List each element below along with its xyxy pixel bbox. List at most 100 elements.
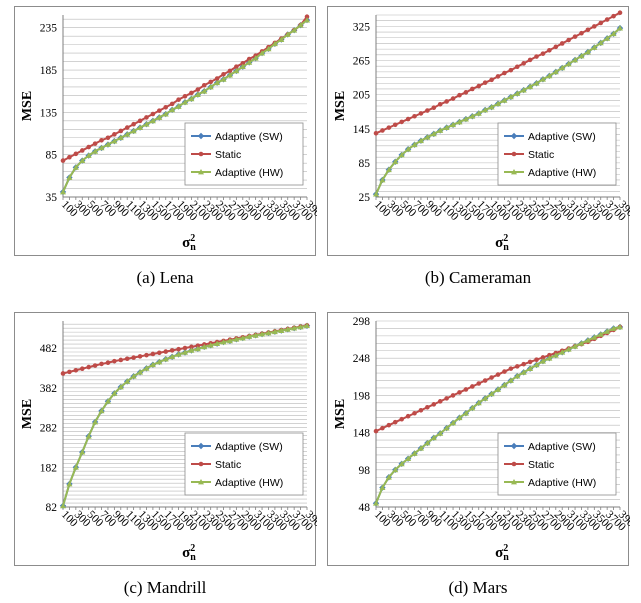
data-point — [418, 111, 424, 116]
data-point — [508, 366, 514, 371]
data-point — [163, 104, 169, 110]
data-point — [60, 371, 66, 376]
legend-label: Adaptive (HW) — [215, 167, 283, 179]
data-point — [527, 83, 534, 90]
data-point — [443, 425, 450, 431]
data-point — [214, 76, 220, 81]
data-point — [411, 450, 418, 456]
data-point — [425, 405, 430, 410]
data-point — [424, 440, 431, 446]
data-point — [162, 111, 169, 117]
data-point — [579, 30, 584, 36]
line-chart: 25 85 145 205 265 325 100300500700900110013001… — [333, 10, 630, 253]
data-point — [66, 480, 73, 487]
x-tick-labels: 1003005007009001100130015001700190021002… — [372, 197, 630, 224]
data-point — [431, 105, 437, 111]
data-point — [437, 101, 443, 107]
legend-label: Static — [528, 149, 554, 161]
data-point — [214, 79, 221, 86]
data-point — [450, 96, 456, 101]
data-point — [207, 83, 214, 90]
data-point — [169, 353, 176, 360]
data-point — [502, 369, 507, 374]
data-point — [495, 372, 501, 377]
data-point — [86, 364, 91, 370]
data-point — [488, 390, 495, 397]
data-point — [450, 419, 457, 426]
data-point — [124, 131, 131, 137]
data-point — [112, 132, 117, 137]
data-point — [118, 128, 124, 134]
data-point — [169, 101, 175, 107]
data-point — [501, 97, 508, 103]
data-point — [380, 128, 385, 133]
data-point — [233, 67, 240, 74]
data-point — [284, 326, 291, 332]
data-point — [489, 77, 494, 83]
legend-label: Adaptive (HW) — [528, 167, 596, 179]
legend-label: Static — [528, 459, 554, 471]
data-point — [520, 369, 527, 375]
data-point — [137, 124, 144, 130]
data-point — [201, 82, 207, 88]
data-point — [297, 323, 304, 330]
data-point — [552, 68, 559, 75]
x-axis-label: σ2 n — [495, 543, 509, 563]
data-point — [488, 104, 495, 110]
data-point — [143, 365, 150, 371]
legend-label: Adaptive (SW) — [215, 441, 283, 453]
x-tick-labels: 1003005007009001100130015001700190021002… — [372, 507, 630, 534]
data-point — [137, 118, 143, 124]
data-point — [507, 93, 514, 100]
data-point — [572, 343, 579, 349]
data-point — [60, 502, 66, 509]
data-point — [527, 359, 533, 365]
data-point — [559, 41, 565, 46]
data-point — [604, 328, 611, 334]
legend-marker — [510, 442, 518, 450]
data-point — [220, 339, 227, 345]
data-point — [462, 116, 469, 122]
y-axis-label: MSE — [333, 91, 348, 121]
data-point — [259, 331, 266, 337]
y-tick-label: 382 — [40, 383, 58, 395]
data-point — [534, 357, 539, 362]
data-point — [111, 138, 118, 144]
data-point — [520, 87, 527, 93]
data-point — [462, 410, 469, 416]
data-point — [501, 381, 508, 388]
data-point — [188, 95, 195, 102]
data-point — [162, 356, 169, 362]
data-point — [149, 117, 156, 124]
data-point — [189, 90, 194, 96]
chart-caption: (a) Lena — [136, 268, 194, 287]
data-point — [163, 349, 169, 354]
data-point — [373, 131, 379, 136]
y-tick-label: 482 — [40, 343, 58, 355]
data-point — [398, 460, 405, 467]
data-point — [597, 331, 604, 337]
data-point — [585, 27, 591, 33]
data-point — [405, 116, 411, 122]
data-point — [430, 434, 437, 441]
chart-panel-lena: 35 85 135 185 235 100 300 500 700 900 1100 1300 1500… — [14, 6, 317, 288]
data-point — [175, 351, 182, 357]
chart-frame: 48 98 148 198 248 298 100 300 500 700 900 1100 1300 1… — [327, 312, 630, 566]
data-point — [591, 334, 598, 340]
data-point — [443, 124, 450, 131]
data-point — [79, 366, 85, 371]
data-point — [405, 413, 411, 419]
data-point — [533, 361, 540, 368]
data-point — [527, 365, 534, 372]
data-point — [572, 56, 579, 63]
data-point — [527, 57, 533, 63]
y-tick-label: 205 — [353, 90, 371, 102]
data-point — [144, 352, 149, 358]
data-point — [265, 45, 272, 52]
data-point — [246, 56, 252, 62]
chart-frame: 25 85 145 205 265 325 100 300 500 700 900 1100 1300 1… — [327, 6, 630, 256]
data-point — [566, 37, 571, 43]
chart-panel-mars: 48 98 148 198 248 298 100 300 500 700 900 1100 1300 1… — [327, 312, 630, 598]
data-point — [98, 144, 105, 151]
series-adaptive-hw — [373, 323, 623, 506]
